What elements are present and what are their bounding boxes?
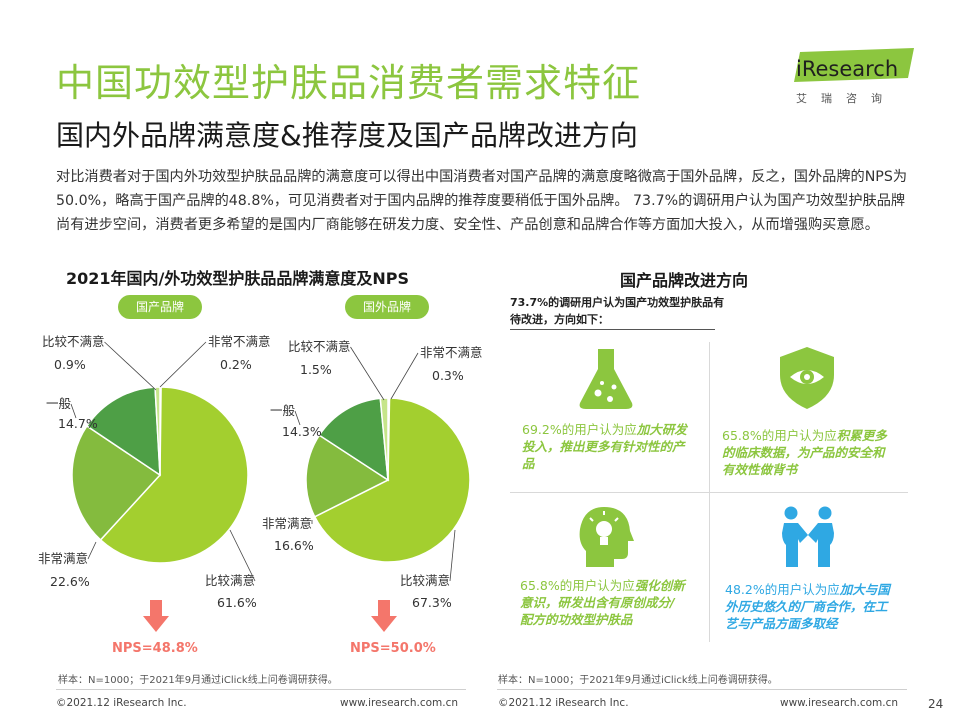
pie-slice-foreign-2 [318,397,389,482]
cell-innovation-em: 强化创新意识，研发出含有原创成分/配方的功效型护肤品 [520,578,685,627]
pie-category-label: 比较满意 [400,573,450,588]
pie-value-label: 0.3% [432,368,464,383]
pie-slice-domestic-3 [154,386,161,476]
pie-leader-line [104,341,157,391]
pill-foreign: 国外品牌 [345,295,429,319]
pie-slice-foreign-0 [313,397,471,563]
pie-leader-line [70,403,77,419]
footer-url-left: www.iresearch.com.cn [340,697,459,709]
cell-cooperation-lead: 48.2%的用户认为应 [725,582,840,597]
pie-category-label: 比较满意 [205,573,255,588]
right-note: 样本：N=1000；于2021年9月通过iClick线上问卷调研获得。 [498,675,778,686]
down-arrow-icon [371,600,397,632]
pie-category-label: 比较不满意 [42,334,105,349]
footer-copyright-left: ©2021.12 iResearch Inc. [56,697,187,709]
page-number: 24 [928,697,944,711]
left-section-title: 2021年国内/外功效型护肤品品牌满意度及NPS [66,269,410,288]
cell-rd-em: 加大研发投入，推出更多有针对性的产品 [522,422,687,471]
pie-leader-line [390,352,419,400]
pie-category-label: 非常不满意 [208,334,271,349]
handshake-icon [782,506,834,567]
pie-slice-domestic-2 [85,386,161,477]
intro-paragraph: 对比消费者对于国内外功效型护肤品品牌的满意度可以得出中国消费者对国产品牌的满意度… [56,169,908,233]
pie-charts: 比较满意 61.6% 非常满意 22.6% 一般 14.7% 比较不满意 0.9% 非常不满意 0… [38,334,483,610]
head-bulb-icon [579,507,634,567]
grid-divider-horizontal [510,492,908,493]
pie-category-label: 非常不满意 [420,345,483,360]
left-note: 样本：N=1000；于2021年9月通过iClick线上问卷调研获得。 [58,675,338,686]
pie-category-label: 非常满意 [262,516,312,531]
cell-innovation-lead: 65.8%的用户认为应 [520,578,635,593]
right-intro: 73.7%的调研用户认为国产功效型护肤品有待改进，方向如下： [510,296,725,326]
cell-clinical-lead: 65.8%的用户认为应 [722,428,837,443]
pie-value-label: 16.6% [274,538,314,553]
flask-icon [579,349,633,409]
pie-value-label: 0.9% [54,357,86,372]
pie-leader-line [87,541,97,560]
footer-copyright-right: ©2021.12 iResearch Inc. [498,697,629,709]
pie-slice-foreign-3 [379,397,389,481]
pie-leader-line [229,529,256,582]
intro-underline [510,329,715,330]
pie-category-label: 非常满意 [38,551,88,566]
logo-cn: 艾瑞咨询 [796,92,896,105]
cell-cooperation: 48.2%的用户认为应加大与国外历史悠久的厂商合作，在工艺与产品方面多取经 [725,581,890,632]
cell-clinical-em: 积累更多的临床数据，为产品的安全和有效性做背书 [722,428,887,477]
page-title: 中国功效型护肤品消费者需求特征 [56,61,642,105]
logo-wordmark: iResearch [796,57,899,81]
pie-category-label: 比较不满意 [288,339,351,354]
cell-rd-lead: 69.2%的用户认为应 [522,422,637,437]
nps-foreign: NPS=50.0% [350,641,436,656]
pie-leader-line [350,346,385,401]
pie-category-label: 一般 [46,396,72,411]
pie-value-label: 14.3% [282,424,322,439]
shield-eye-icon [780,347,834,409]
down-arrow-icon [143,600,169,632]
footer-url-right: www.iresearch.com.cn [780,697,899,709]
iresearch-logo [794,48,914,82]
pie-leader-line [294,410,301,426]
pie-value-label: 67.3% [412,595,452,610]
pie-slice-domestic-1 [71,424,162,541]
pie-value-label: 14.7% [58,416,98,431]
pie-slice-foreign-1 [305,434,390,518]
pie-slice-domestic-0 [99,386,249,564]
pie-value-label: 1.5% [300,362,332,377]
pie-leader-line [449,529,456,582]
pie-leader-line [159,341,207,388]
cell-innovation: 65.8%的用户认为应强化创新意识，研发出含有原创成分/配方的功效型护肤品 [520,577,685,628]
pie-value-label: 0.2% [220,357,252,372]
cell-cooperation-em: 加大与国外历史悠久的厂商合作，在工艺与产品方面多取经 [725,582,890,631]
pie-value-label: 61.6% [217,595,257,610]
pie-value-label: 22.6% [50,574,90,589]
cell-rd: 69.2%的用户认为应加大研发投入，推出更多有针对性的产品 [522,421,687,472]
footer-divider-right [497,689,907,690]
page-subtitle: 国内外品牌满意度&推荐度及国产品牌改进方向 [56,119,638,152]
pie-category-label: 一般 [270,403,296,418]
pill-domestic: 国产品牌 [118,295,202,319]
cell-clinical: 65.8%的用户认为应积累更多的临床数据，为产品的安全和有效性做背书 [722,427,887,478]
footer-divider-left [56,689,466,690]
right-section-title: 国产品牌改进方向 [620,271,749,290]
nps-domestic: NPS=48.8% [112,641,198,656]
